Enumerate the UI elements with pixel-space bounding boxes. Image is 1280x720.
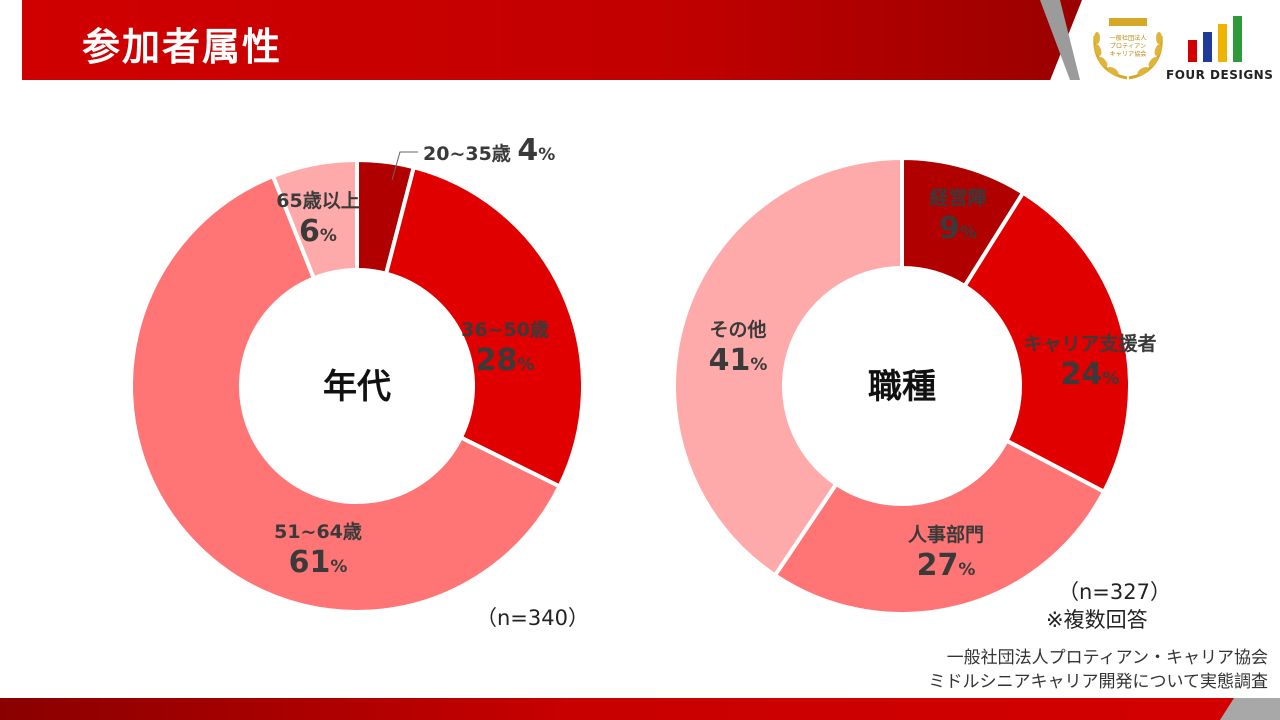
segment-percent-label: 24%	[1061, 357, 1120, 392]
four-designs-logo-icon	[1188, 16, 1242, 62]
logo-bar-blue	[1203, 32, 1212, 62]
segment-percent-label: 28%	[476, 343, 535, 378]
segment-category-label: 65歳以上	[276, 190, 359, 212]
segment-percent-label: 41%	[709, 343, 768, 378]
segment-category-label: 51~64歳	[274, 521, 362, 543]
segment-category-label: 経営陣	[929, 186, 986, 209]
segment-category-label: キャリア支援者	[1023, 332, 1156, 355]
segment-percent-label: 6%	[299, 214, 337, 249]
footer-bar	[0, 698, 1280, 720]
donut-segment	[270, 157, 359, 281]
segment-percent-label: 27%	[917, 548, 976, 583]
source-line-2: ミドルシニアキャリア開発について実態調査	[928, 672, 1269, 692]
page-title: 参加者属性	[82, 25, 283, 69]
segment-category-label: 36~50歳	[461, 319, 549, 341]
association-badge-text: 一般社団法人プロティアンキャリア協会	[1109, 34, 1146, 58]
logo-bar-yellow	[1218, 24, 1227, 62]
footer-accent	[1220, 698, 1280, 720]
logo-text: FOUR DESIGNS	[1166, 68, 1274, 82]
multiple-answers-note: ※複数回答	[1046, 608, 1148, 632]
donut-segment	[129, 173, 563, 614]
donut-segment	[383, 164, 585, 490]
donut-segment	[672, 155, 904, 579]
segment-percent-label: 61%	[289, 545, 348, 580]
segment-category-label: 人事部門	[908, 523, 984, 546]
association-badge-icon: 一般社団法人プロティアンキャリア協会	[1093, 18, 1163, 80]
donut-center-label: 職種	[868, 367, 936, 407]
occupation-sample-size: （n=327）	[1058, 580, 1171, 604]
leader-line	[391, 151, 418, 181]
segment-label: 20~35歳 4%	[423, 133, 555, 168]
logo-bar-green	[1233, 16, 1242, 62]
logo-bar-red	[1188, 40, 1197, 62]
source-line-1: 一般社団法人プロティアン・キャリア協会	[946, 648, 1268, 668]
donut-segment	[772, 438, 1107, 616]
donut-center-label: 年代	[323, 367, 391, 407]
donut-segment	[961, 190, 1132, 495]
header-bar	[22, 0, 1082, 80]
age-sample-size: （n=340）	[476, 606, 589, 630]
segment-category-label: その他	[709, 318, 766, 341]
segment-percent-label: 9%	[939, 211, 977, 246]
